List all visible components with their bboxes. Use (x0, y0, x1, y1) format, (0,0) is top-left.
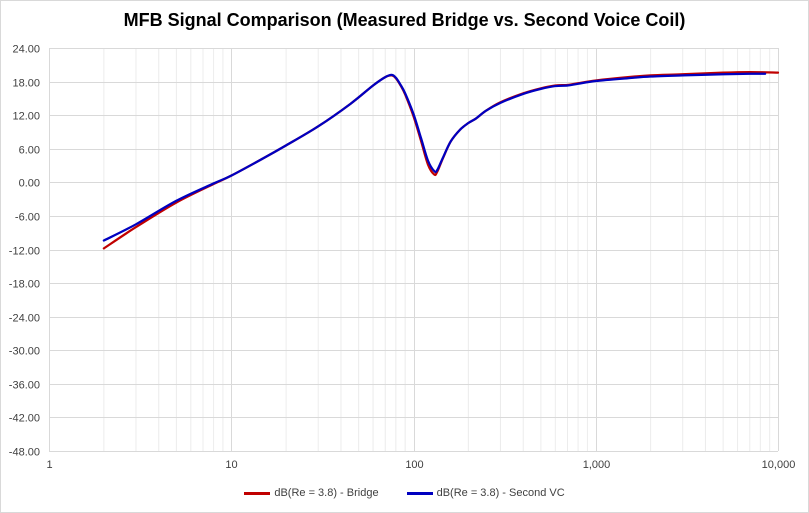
plot-area: -48.00 -42.00 -36.00 -30.00 -24.00 -18.00 -12.… (9, 44, 796, 472)
series-line-second-vc (102, 72, 767, 242)
legend-swatch-second-vc (406, 491, 433, 495)
y-tick-label: -12.00 (9, 246, 40, 258)
x-tick-label: 100 (405, 459, 423, 471)
x-tick-label: 1,000 (583, 459, 611, 471)
y-tick-label: -36.00 (9, 380, 40, 392)
y-tick-label: 18.00 (12, 78, 40, 90)
y-tick-label: 24.00 (12, 44, 40, 56)
legend-item-bridge: dB(Re = 3.8) - Bridge (244, 487, 379, 499)
legend-label-second-vc: dB(Re = 3.8) - Second VC (436, 487, 565, 499)
legend-item-second-vc: dB(Re = 3.8) - Second VC (406, 487, 565, 499)
x-tick-label: 1 (46, 459, 52, 471)
x-tick-label: 10 (225, 459, 237, 471)
y-tick-label: -6.00 (15, 212, 40, 224)
y-tick-label: -48.00 (9, 447, 40, 459)
series-lines (102, 70, 780, 250)
y-tick-label: 6.00 (19, 145, 40, 157)
legend: dB(Re = 3.8) - Bridge dB(Re = 3.8) - Sec… (0, 485, 809, 501)
y-tick-label: -18.00 (9, 279, 40, 291)
legend-label-bridge: dB(Re = 3.8) - Bridge (274, 487, 379, 499)
y-tick-label: -24.00 (9, 313, 40, 325)
y-tick-label: -30.00 (9, 346, 40, 358)
y-tick-label: -42.00 (9, 413, 40, 425)
grid-lines (49, 48, 779, 452)
tick-labels: -48.00 -42.00 -36.00 -30.00 -24.00 -18.00 -12.… (9, 44, 796, 472)
legend-swatch-bridge (244, 491, 271, 495)
chart-title: MFB Signal Comparison (Measured Bridge v… (123, 10, 686, 30)
y-tick-label: 0.00 (19, 178, 40, 190)
x-tick-label: 10,000 (762, 459, 796, 471)
y-tick-label: 12.00 (12, 111, 40, 123)
